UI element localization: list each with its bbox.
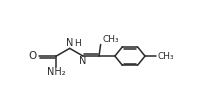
- Text: N: N: [79, 56, 87, 66]
- Text: N: N: [66, 38, 73, 48]
- Text: O: O: [28, 51, 36, 61]
- Text: H: H: [74, 39, 81, 48]
- Text: CH₃: CH₃: [157, 52, 174, 61]
- Text: NH₂: NH₂: [47, 67, 66, 77]
- Text: CH₃: CH₃: [103, 35, 119, 44]
